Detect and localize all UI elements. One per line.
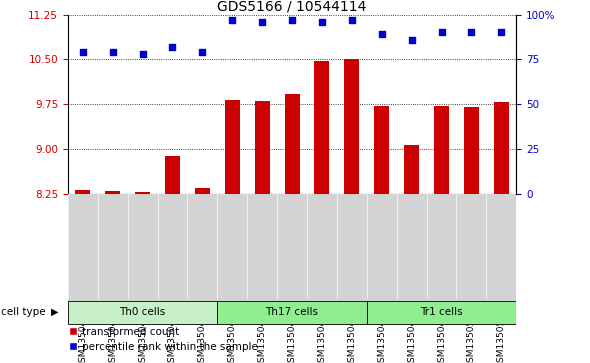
Bar [255,101,270,363]
Bar [345,59,359,363]
Point [198,49,207,55]
Point [497,30,506,36]
Bar [494,102,509,363]
Legend: transformed count, percentile rank within the sample: transformed count, percentile rank withi… [64,322,262,356]
Text: ▶: ▶ [51,307,58,317]
Title: GDS5166 / 10544114: GDS5166 / 10544114 [217,0,367,13]
Bar [284,94,300,363]
Bar [217,301,367,324]
Point [347,17,356,23]
Point [287,17,297,23]
Text: Tr1 cells: Tr1 cells [420,307,463,317]
Text: cell type: cell type [1,307,46,317]
Bar [105,191,120,363]
Point [467,30,476,36]
Bar [434,106,449,363]
Point [78,49,87,55]
Text: Th17 cells: Th17 cells [266,307,319,317]
Bar [135,192,150,363]
Bar [76,190,90,363]
Point [257,19,267,25]
Bar [165,156,180,363]
Point [108,49,117,55]
Bar [225,100,240,363]
Point [138,51,148,57]
Text: Th0 cells: Th0 cells [119,307,166,317]
Bar [314,61,329,363]
Point [437,30,446,36]
Bar [367,301,516,324]
Point [377,31,386,37]
Bar [68,301,217,324]
Point [407,37,417,42]
Point [317,19,327,25]
Bar [374,106,389,363]
Point [228,17,237,23]
Point [168,44,177,50]
Bar [464,107,479,363]
Bar [195,188,210,363]
Bar [404,145,419,363]
